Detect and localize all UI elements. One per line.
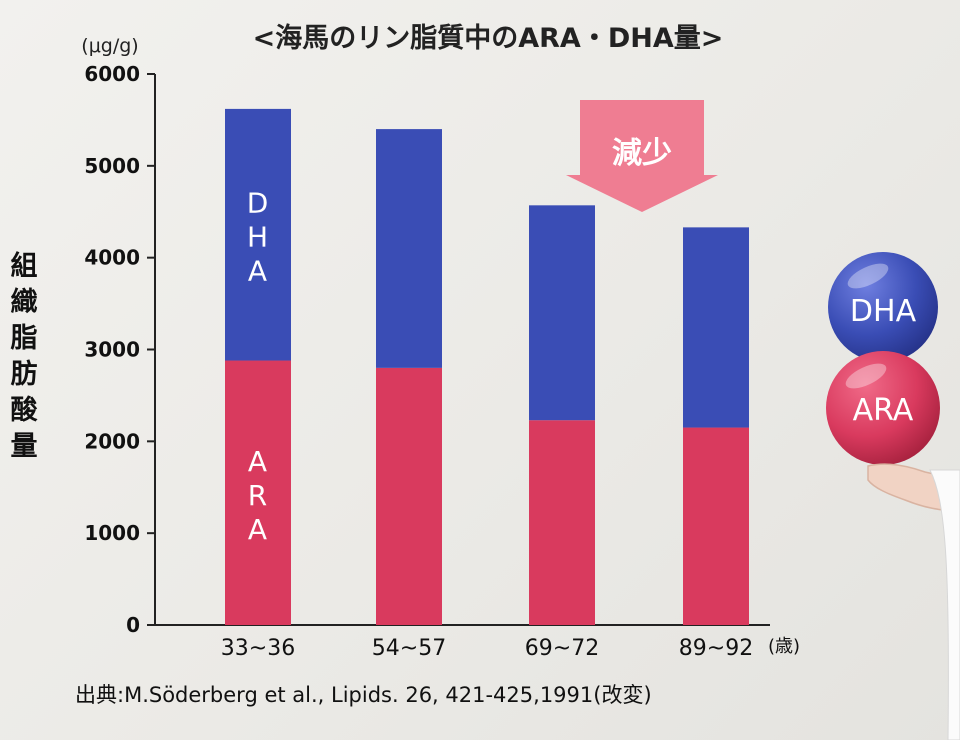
bar-dha [225,108,291,361]
segment-label-ara: R [248,479,268,512]
source-citation: 出典:M.Söderberg et al., Lipids. 26, 421-4… [75,683,652,707]
segment-label-ara: A [248,445,268,478]
bar-dha [683,227,749,428]
x-tick-label: 33~36 [221,636,295,661]
y-tick-label: 2000 [84,429,140,453]
y-axis-label-char: 組 [11,250,38,282]
legend-label-ara: ARA [853,393,914,428]
y-axis-label-char: 脂 [11,323,38,354]
x-unit-label: (歳) [768,636,800,657]
bar-ara [683,427,749,625]
y-axis-label-char: 織 [11,287,38,318]
decrease-label: 減少 [612,136,672,171]
hand-illustration [867,463,960,740]
y-tick-label: 1000 [84,521,140,545]
bar-ara [376,367,442,625]
dha-ball-icon [828,252,938,362]
bar-dha [376,129,442,368]
x-tick-label: 89~92 [679,636,753,661]
bar-ara [225,360,291,625]
y-axis-label-char: 酸 [11,395,39,426]
y-tick-label: 6000 [84,62,140,86]
legend-label-dha: DHA [850,294,917,329]
y-tick-label: 3000 [84,338,140,362]
x-tick-labels: 33~36 54~57 69~72 89~92 [221,636,753,661]
bar-ara [529,420,595,625]
segment-label-dha: A [248,255,268,288]
segment-label-dha: H [247,221,269,254]
ara-ball-highlight [845,363,887,389]
y-axis-label-char: 量 [11,431,38,462]
dha-ball-highlight [847,263,889,289]
ara-ball-icon [826,351,940,465]
segment-label-dha: D [247,187,270,220]
chart-title: <海馬のリン脂質中のARA・DHA量> [253,23,724,54]
y-unit-label: (μg/g) [81,35,138,57]
segment-label-ara: A [248,513,268,546]
x-tick-label: 69~72 [525,636,599,661]
sleeve-icon [929,469,960,740]
y-tick-label: 5000 [84,154,140,178]
decrease-arrow-icon [566,100,718,212]
y-axis-label-char: 肪 [11,359,38,390]
legend-item-ara: ARA [826,351,940,465]
legend-item-dha: DHA [828,252,938,362]
bars [225,108,749,625]
bar-dha [529,205,595,421]
y-ticks: 0 1000 2000 3000 4000 5000 6000 [84,62,155,637]
decrease-annotation: 減少 [566,100,718,212]
y-tick-label: 4000 [84,246,140,270]
y-tick-label: 0 [126,613,140,637]
legend: DHA ARA [826,252,960,740]
x-tick-label: 54~57 [372,636,446,661]
